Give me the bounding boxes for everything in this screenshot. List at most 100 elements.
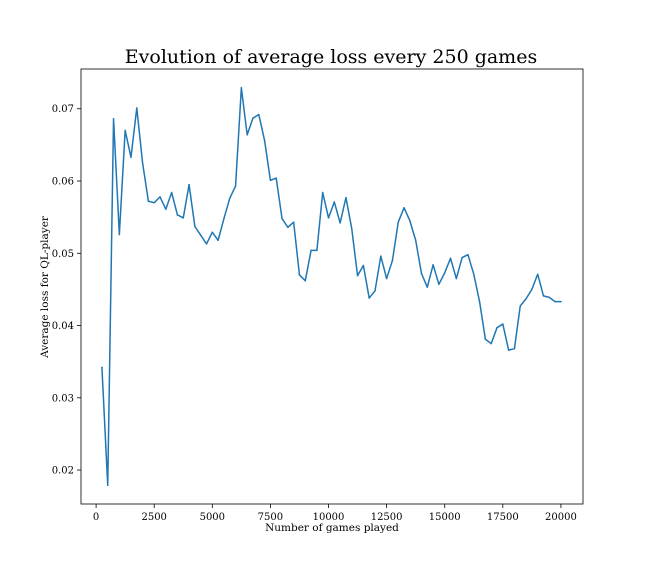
data-point bbox=[351, 227, 353, 230]
data-point bbox=[234, 185, 237, 187]
data-point bbox=[101, 366, 103, 369]
data-point bbox=[269, 179, 272, 182]
data-point bbox=[211, 231, 214, 234]
data-point bbox=[252, 117, 254, 119]
data-point bbox=[298, 274, 301, 276]
data-point bbox=[240, 87, 243, 89]
data-point bbox=[228, 197, 231, 200]
data-point bbox=[339, 222, 341, 224]
data-point bbox=[461, 256, 463, 259]
data-point bbox=[525, 298, 527, 300]
data-point bbox=[449, 257, 452, 260]
data-point bbox=[362, 264, 365, 267]
data-point bbox=[321, 191, 324, 194]
data-point bbox=[182, 217, 185, 219]
data-point bbox=[258, 113, 260, 116]
data-point bbox=[490, 342, 492, 345]
data-point bbox=[199, 234, 202, 236]
x-tick-label: 7500 bbox=[258, 512, 283, 523]
data-point bbox=[333, 201, 336, 203]
x-tick-label: 15000 bbox=[429, 512, 461, 523]
data-point bbox=[246, 134, 248, 136]
data-point bbox=[513, 347, 516, 350]
x-tick-label: 17500 bbox=[487, 512, 519, 523]
x-axis: 0 2500 5000 7500 10000 12500 15000 17500 20000 bbox=[93, 504, 577, 523]
y-tick-label: 0.04 bbox=[52, 321, 74, 332]
data-point bbox=[560, 300, 562, 303]
chart-title: Evolution of average loss every 250 game… bbox=[125, 46, 537, 68]
data-point bbox=[153, 201, 155, 204]
data-point bbox=[316, 249, 318, 252]
data-point bbox=[473, 273, 475, 275]
series-line bbox=[101, 87, 562, 486]
data-point bbox=[194, 225, 196, 228]
data-point bbox=[188, 183, 190, 186]
data-point bbox=[130, 156, 132, 158]
y-tick-label: 0.07 bbox=[52, 104, 74, 115]
data-point bbox=[536, 273, 539, 275]
x-tick-label: 12500 bbox=[371, 512, 403, 523]
data-point bbox=[263, 139, 266, 142]
data-point bbox=[106, 484, 109, 486]
y-axis: 0.02 0.03 0.04 0.05 0.06 0.07 bbox=[52, 104, 81, 477]
data-point bbox=[292, 221, 295, 223]
data-point bbox=[385, 277, 388, 280]
data-point bbox=[159, 196, 161, 198]
data-point bbox=[147, 200, 150, 202]
y-axis-label: Average loss for QL-player bbox=[39, 215, 51, 359]
data-point bbox=[287, 226, 289, 228]
data-point bbox=[356, 274, 359, 277]
data-point bbox=[432, 264, 434, 266]
data-point bbox=[496, 326, 498, 329]
data-point bbox=[403, 206, 405, 209]
data-point bbox=[554, 300, 556, 303]
data-point bbox=[502, 323, 504, 325]
data-point bbox=[345, 196, 347, 199]
y-tick-label: 0.06 bbox=[52, 177, 74, 188]
x-axis-label: Number of games played bbox=[265, 522, 399, 534]
data-point bbox=[484, 338, 487, 340]
y-tick-label: 0.02 bbox=[52, 466, 74, 477]
data-point bbox=[124, 129, 126, 132]
data-point bbox=[112, 118, 115, 120]
data-point bbox=[165, 208, 167, 210]
data-point bbox=[420, 272, 423, 275]
data-point bbox=[217, 239, 219, 241]
data-point bbox=[310, 249, 312, 252]
data-point bbox=[205, 243, 208, 245]
data-point bbox=[443, 272, 446, 274]
data-point bbox=[409, 219, 411, 222]
x-tick-label: 0 bbox=[93, 512, 99, 523]
data-point bbox=[426, 286, 429, 288]
data-point bbox=[519, 305, 521, 307]
data-point bbox=[391, 259, 394, 262]
data-point bbox=[368, 297, 370, 299]
data-point bbox=[467, 253, 469, 256]
data-point bbox=[118, 233, 121, 236]
y-tick-label: 0.05 bbox=[52, 249, 74, 260]
data-point bbox=[397, 221, 399, 223]
data-point bbox=[223, 217, 225, 220]
x-tick-label: 5000 bbox=[200, 512, 225, 523]
x-tick-label: 10000 bbox=[313, 512, 345, 523]
data-point bbox=[478, 300, 481, 303]
data-point bbox=[455, 277, 458, 280]
data-point bbox=[136, 107, 138, 109]
plot-area-frame bbox=[80, 68, 584, 505]
data-point bbox=[374, 290, 376, 292]
data-point bbox=[176, 214, 179, 216]
x-tick-label: 20000 bbox=[545, 512, 577, 523]
data-point bbox=[507, 349, 510, 351]
data-point bbox=[170, 191, 173, 194]
data-point bbox=[141, 162, 144, 164]
data-point bbox=[414, 239, 417, 241]
x-tick-label: 2500 bbox=[141, 512, 166, 523]
data-point bbox=[380, 255, 382, 257]
data-point bbox=[275, 177, 277, 179]
data-point bbox=[548, 296, 551, 299]
data-point bbox=[542, 295, 545, 297]
data-points bbox=[101, 87, 562, 486]
y-tick-label: 0.03 bbox=[52, 393, 74, 404]
data-point bbox=[304, 279, 307, 282]
